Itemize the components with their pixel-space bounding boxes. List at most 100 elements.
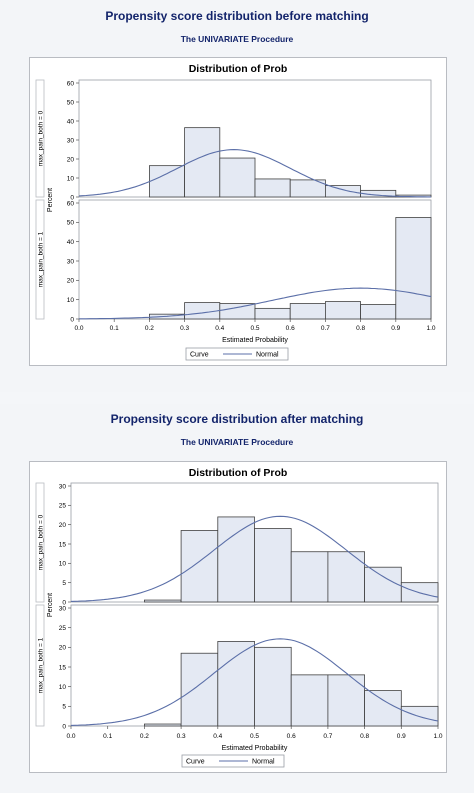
x-tick-label-10: 1.0 [433,733,442,740]
bar-1-6 [360,304,397,320]
y-tick-label-0-1: 10 [67,175,75,182]
figure-before: Distribution of Prob Percent max_pain_both… [29,57,447,366]
histogram-after: Distribution of Prob Percent max_pain_both… [35,467,443,768]
x-tick-label-2: 0.2 [140,733,149,740]
bar-0-3 [254,178,291,198]
y-tick-label-0-4: 20 [59,522,67,529]
y-tick-label-1-0: 0 [62,723,66,730]
bar-1-5 [324,301,361,320]
y-tick-label-1-5: 50 [67,220,75,227]
x-tick-label-10: 1.0 [426,325,435,332]
y-tick-label-0-2: 20 [67,156,75,163]
bar-0-2 [219,157,256,198]
y-axis-label: Percent [47,188,54,212]
y-tick-label-0-2: 10 [59,561,67,568]
normal-curve-1 [70,638,439,726]
y-tick-label-1-2: 10 [59,684,67,691]
y-tick-label-0-0: 0 [62,599,66,606]
bar-0-4 [290,551,329,603]
histogram-before: Distribution of Prob Percent max_pain_both… [35,63,436,361]
y-tick-label-1-0: 0 [70,316,74,323]
x-tick-label-6: 0.6 [287,733,296,740]
bar-0-0 [149,165,186,198]
y-tick-label-1-4: 20 [59,645,67,652]
y-axis-label: Percent [47,593,54,617]
bar-1-7 [395,217,432,320]
panel-label-1: max_pain_both = 1 [37,637,44,693]
chart-title: Distribution of Prob [189,467,288,479]
chart-title: Distribution of Prob [189,63,288,75]
x-tick-label-2: 0.2 [145,325,154,332]
bar-1-4 [290,674,329,727]
y-tick-label-0-3: 30 [67,137,75,144]
panel-label-1: max_pain_both = 1 [37,231,44,287]
y-tick-label-0-4: 40 [67,118,75,125]
normal-curve-0 [78,149,431,198]
x-tick-label-4: 0.4 [215,325,224,332]
legend-entry-normal: Normal [252,759,275,766]
panel-strip-1 [35,199,45,320]
y-tick-label-0-3: 15 [59,541,67,548]
page-title-before: Propensity score distribution before mat… [105,9,369,23]
legend-title: Curve [190,352,209,359]
bar-1-6 [364,690,402,727]
figure-after: Distribution of Prob Percent max_pain_both… [29,461,447,773]
bar-1-3 [254,646,292,727]
y-tick-label-1-1: 5 [62,704,66,711]
x-tick-label-1: 0.1 [103,733,112,740]
panel-label-0: max_pain_both = 0 [37,110,44,166]
bar-0-5 [327,551,365,603]
bar-0-6 [364,566,402,603]
x-tick-label-0: 0.0 [74,325,83,332]
bar-1-2 [217,641,255,727]
bar-1-2 [219,303,256,320]
bar-1-5 [327,674,365,727]
x-tick-label-5: 0.5 [250,733,259,740]
y-tick-label-1-1: 10 [67,297,75,304]
x-tick-label-9: 0.9 [391,325,400,332]
panel-strip-0 [35,482,45,603]
x-tick-label-9: 0.9 [397,733,406,740]
y-tick-label-1-3: 15 [59,664,67,671]
bar-0-3 [254,528,292,603]
y-tick-label-1-6: 60 [67,200,75,207]
procedure-title-before: The UNIVARIATE Procedure [180,34,294,44]
y-tick-label-1-6: 30 [59,605,67,612]
bar-0-1 [180,530,219,603]
y-tick-label-1-4: 40 [67,239,75,246]
bar-0-5 [324,185,361,198]
x-tick-label-7: 0.7 [323,733,332,740]
y-tick-label-0-6: 30 [59,483,67,490]
page-title-after: Propensity score distribution after matc… [110,412,364,426]
x-tick-label-1: 0.1 [110,325,119,332]
x-tick-label-7: 0.7 [321,325,330,332]
panel-label-0: max_pain_both = 0 [37,514,44,570]
section-before: Propensity score distribution before mat… [0,0,474,392]
y-tick-label-0-0: 0 [70,194,74,201]
legend-entry-normal: Normal [256,352,279,359]
y-tick-label-0-1: 5 [62,580,66,587]
bar-1-0 [144,723,182,727]
x-tick-label-4: 0.4 [213,733,222,740]
y-tick-label-1-3: 30 [67,258,75,265]
x-tick-label-0: 0.0 [66,733,75,740]
bar-0-2 [217,516,255,603]
bar-1-4 [289,303,326,320]
y-tick-label-0-6: 60 [67,80,75,87]
panel-strip-1 [35,604,45,727]
x-tick-label-8: 0.8 [356,325,365,332]
x-tick-label-8: 0.8 [360,733,369,740]
y-tick-label-0-5: 50 [67,99,75,106]
panel-frame-1 [78,199,432,320]
x-tick-label-3: 0.3 [180,325,189,332]
section-after: Propensity score distribution after matc… [0,404,474,793]
bar-0-0 [144,599,182,603]
x-axis-label: Estimated Probability [222,337,288,344]
x-tick-label-5: 0.5 [250,325,259,332]
y-tick-label-0-5: 25 [59,503,67,510]
bar-1-1 [180,652,219,727]
x-tick-label-6: 0.6 [286,325,295,332]
procedure-title-after: The UNIVARIATE Procedure [180,437,294,447]
legend-title: Curve [186,759,205,766]
normal-curve-1 [79,287,432,320]
